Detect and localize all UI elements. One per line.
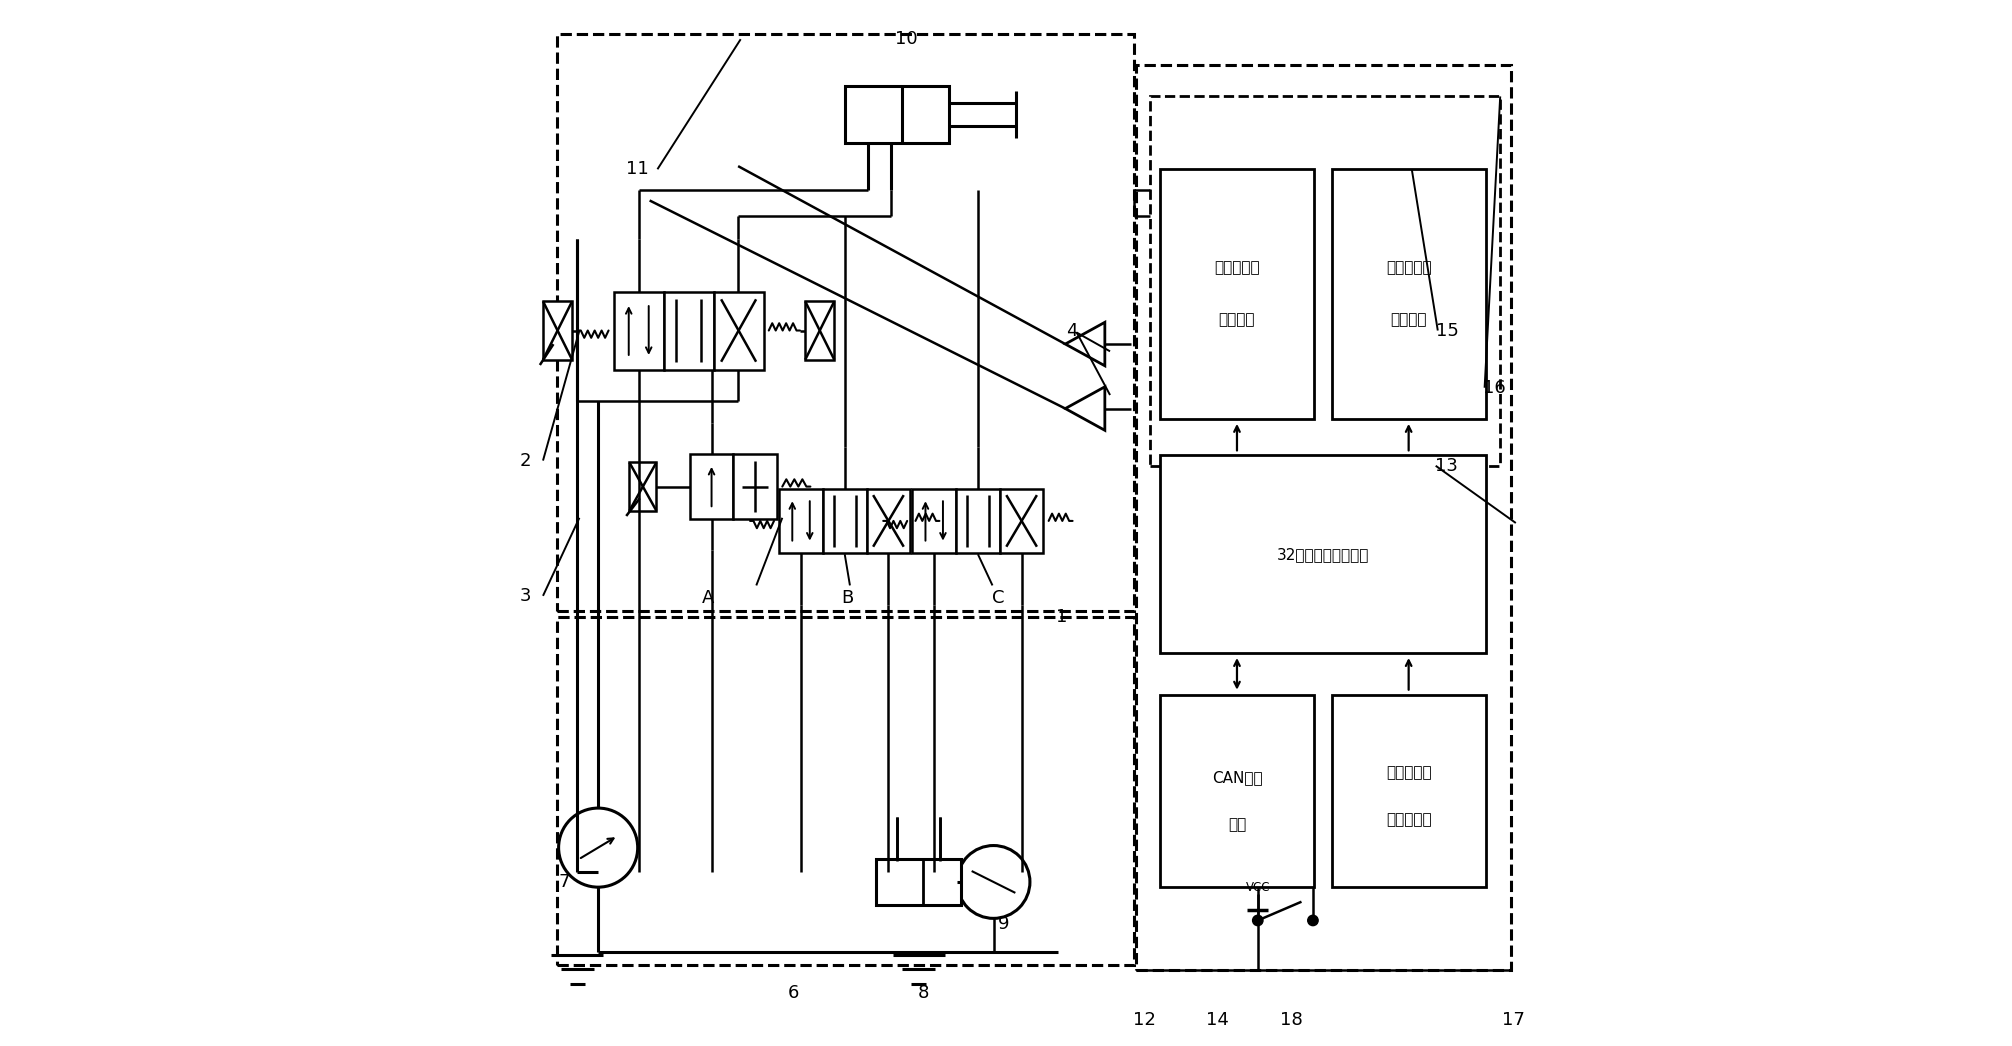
- Text: 控制模块: 控制模块: [1219, 313, 1255, 327]
- Text: A: A: [702, 589, 714, 607]
- Text: 控制模块: 控制模块: [1390, 313, 1427, 327]
- Text: 2: 2: [521, 452, 531, 470]
- Bar: [1161, 695, 1314, 887]
- Circle shape: [1308, 915, 1318, 926]
- Text: 15: 15: [1437, 321, 1459, 340]
- Text: 18: 18: [1280, 1011, 1302, 1029]
- Text: C: C: [992, 589, 1004, 607]
- Bar: [1000, 488, 1044, 553]
- Text: 13: 13: [1435, 457, 1457, 475]
- Text: 11: 11: [626, 160, 650, 178]
- Bar: [911, 488, 956, 553]
- Bar: [1137, 65, 1511, 971]
- Text: 紧急开关信: 紧急开关信: [1386, 766, 1431, 780]
- Bar: [714, 292, 765, 369]
- Text: 3: 3: [521, 587, 531, 605]
- Text: 17: 17: [1503, 1011, 1525, 1029]
- Bar: [823, 488, 867, 553]
- Text: 6: 6: [787, 984, 799, 1002]
- Bar: [557, 33, 1135, 612]
- Text: 14: 14: [1205, 1011, 1229, 1029]
- Text: 7: 7: [559, 873, 569, 891]
- Circle shape: [1253, 915, 1264, 926]
- Text: 32位处理器最小系统: 32位处理器最小系统: [1278, 547, 1370, 562]
- Text: 12: 12: [1133, 1011, 1155, 1029]
- Bar: [630, 462, 656, 510]
- Bar: [734, 454, 777, 519]
- Bar: [1161, 169, 1314, 419]
- Text: 模块: 模块: [1227, 817, 1245, 833]
- Text: 16: 16: [1483, 379, 1505, 396]
- Bar: [845, 86, 950, 143]
- Bar: [1332, 695, 1485, 887]
- Bar: [543, 301, 571, 360]
- Text: 1: 1: [1056, 608, 1066, 626]
- Bar: [956, 488, 1000, 553]
- Bar: [1332, 169, 1485, 419]
- Bar: [614, 292, 664, 369]
- Text: 号检测模块: 号检测模块: [1386, 812, 1431, 827]
- Text: B: B: [841, 589, 853, 607]
- Bar: [867, 488, 909, 553]
- Bar: [805, 301, 835, 360]
- Text: VCC: VCC: [1245, 882, 1270, 894]
- Bar: [779, 488, 823, 553]
- Text: 比例方向阀: 比例方向阀: [1386, 260, 1431, 275]
- Bar: [875, 859, 962, 905]
- Bar: [1161, 455, 1485, 653]
- Text: 9: 9: [998, 914, 1010, 933]
- Bar: [690, 454, 734, 519]
- Bar: [664, 292, 714, 369]
- Text: 8: 8: [917, 984, 930, 1002]
- Text: 4: 4: [1066, 321, 1078, 340]
- Text: CAN通信: CAN通信: [1211, 771, 1262, 786]
- Bar: [1149, 96, 1501, 465]
- Text: 10: 10: [895, 30, 917, 48]
- Bar: [557, 617, 1135, 965]
- Text: 电磁开关阀: 电磁开关阀: [1213, 260, 1260, 275]
